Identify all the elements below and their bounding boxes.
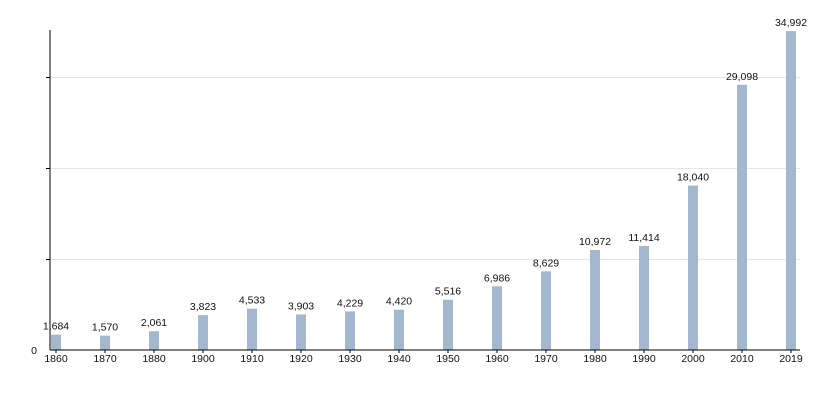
x-tick-label-2000: 2000 xyxy=(681,353,705,365)
x-tick-label-1970: 1970 xyxy=(534,353,558,365)
data-label-2010: 29,098 xyxy=(726,71,758,83)
bar-1860 xyxy=(51,334,61,350)
data-labels: 1,684 1,570 2,061 3,823 4,533 3,903 4,229 4,420… xyxy=(43,17,807,334)
x-tick-label-2010: 2010 xyxy=(730,353,754,365)
data-label-1950: 5,516 xyxy=(435,286,461,298)
bar-1910 xyxy=(247,308,257,350)
data-label-1960: 6,986 xyxy=(484,272,510,284)
bars xyxy=(51,31,796,351)
data-label-1860: 1,684 xyxy=(43,321,69,333)
bar-1930 xyxy=(345,311,355,350)
data-label-1870: 1,570 xyxy=(92,322,118,334)
bar-1980 xyxy=(590,249,600,350)
x-tick-label-1880: 1880 xyxy=(142,353,166,365)
data-label-1990: 11,414 xyxy=(628,232,659,244)
bar-1920 xyxy=(296,314,306,350)
x-tick-label-1930: 1930 xyxy=(338,353,362,365)
data-label-1940: 4,420 xyxy=(386,296,412,308)
x-axis-ticks: 1860 1870 1880 1900 1910 1920 1930 1940 1950 1960… xyxy=(44,350,803,365)
data-label-1970: 8,629 xyxy=(533,257,559,269)
x-tick-label-1910: 1910 xyxy=(240,353,264,365)
data-label-2000: 18,040 xyxy=(677,172,709,184)
x-tick-label-1920: 1920 xyxy=(289,353,313,365)
data-label-1980: 10,972 xyxy=(579,236,611,248)
gridlines xyxy=(46,77,800,260)
data-label-2019: 34,992 xyxy=(775,17,807,29)
bar-2010 xyxy=(737,84,747,350)
bar-1880 xyxy=(149,331,159,350)
x-tick-label-1990: 1990 xyxy=(632,353,656,365)
bar-2019 xyxy=(786,31,796,351)
bar-1950 xyxy=(443,299,453,350)
data-label-1920: 3,903 xyxy=(288,300,314,312)
y-tick-label: 0 xyxy=(31,345,37,357)
data-label-1910: 4,533 xyxy=(239,295,265,307)
data-label-1900: 3,823 xyxy=(190,301,216,313)
bar-1960 xyxy=(492,286,502,350)
x-tick-label-1980: 1980 xyxy=(583,353,607,365)
x-tick-label-1900: 1900 xyxy=(191,353,215,365)
bar-1900 xyxy=(198,315,208,350)
bar-2000 xyxy=(688,185,698,350)
bar-1940 xyxy=(394,309,404,350)
data-label-1930: 4,229 xyxy=(337,297,363,309)
x-tick-label-1950: 1950 xyxy=(436,353,460,365)
x-tick-label-1870: 1870 xyxy=(93,353,117,365)
x-tick-label-2019: 2019 xyxy=(779,353,803,365)
bar-1870 xyxy=(100,335,110,350)
data-label-1880: 2,061 xyxy=(141,317,167,329)
bar-1990 xyxy=(639,245,649,350)
x-tick-label-1960: 1960 xyxy=(485,353,509,365)
bar-1970 xyxy=(541,271,551,350)
x-tick-label-1860: 1860 xyxy=(44,353,68,365)
x-tick-label-1940: 1940 xyxy=(387,353,411,365)
